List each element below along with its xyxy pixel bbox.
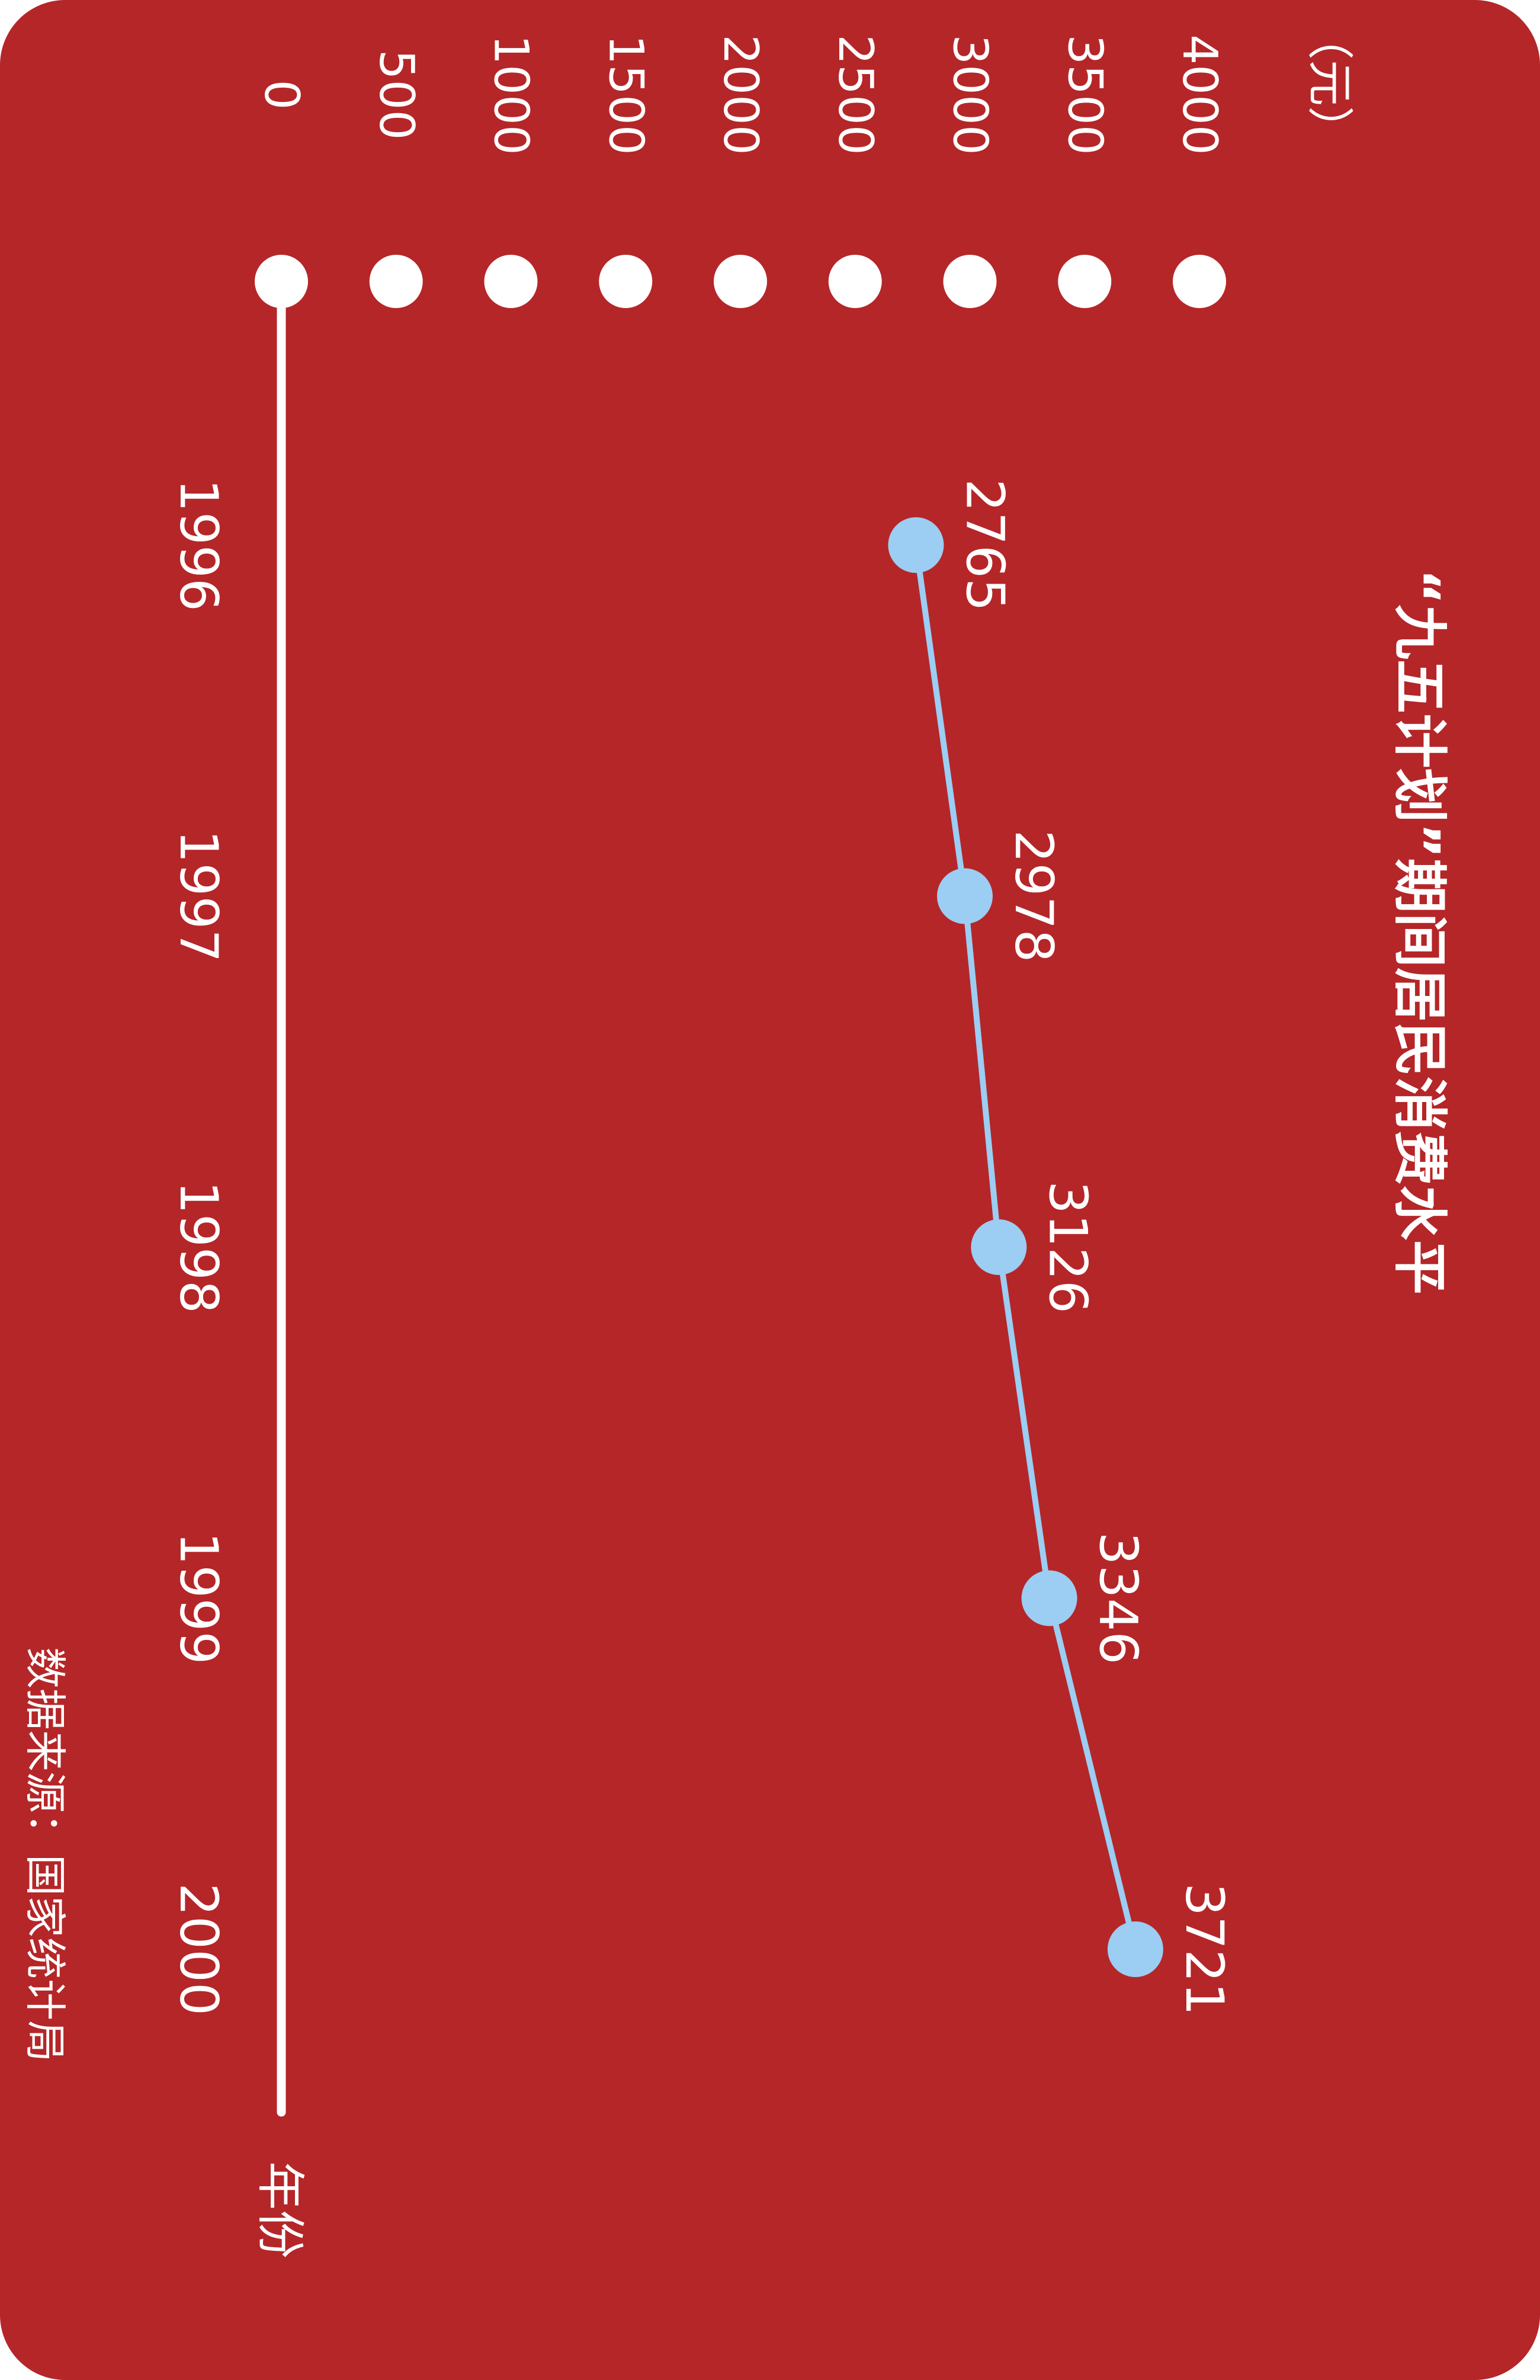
data-label: 3346	[1088, 1532, 1149, 1665]
chart-rotated-group: “九五计划”期间居民消费水平 0 500 1000 1500 2000 2500 3000 3…	[21, 14, 1451, 2259]
y-tick-dot	[484, 255, 538, 308]
y-tick-dot	[943, 255, 997, 308]
data-label: 2765	[954, 479, 1015, 611]
y-tick-dot	[599, 255, 653, 308]
y-tick-label: 0	[254, 80, 309, 110]
y-tick-label: 2000	[713, 34, 768, 155]
x-tick-label: 1996	[168, 479, 229, 611]
y-tick-label: 2500	[828, 34, 883, 155]
data-point	[1107, 1921, 1163, 1977]
series-group: 2765 2978 3126 3346 3721	[888, 479, 1235, 2016]
x-tick-label: 2000	[168, 1883, 229, 2016]
y-tick-label: 3000	[943, 34, 998, 155]
y-tick-dot	[828, 255, 882, 308]
data-label: 2978	[1003, 830, 1064, 963]
data-point	[971, 1219, 1027, 1275]
chart-title: “九五计划”期间居民消费水平	[1388, 569, 1451, 1295]
x-axis-title: 年份	[252, 2161, 308, 2259]
data-label: 3126	[1037, 1181, 1098, 1314]
x-tick-label: 1999	[168, 1532, 229, 1665]
y-tick-dot	[369, 255, 423, 308]
y-tick-dot	[714, 255, 767, 308]
y-tick-label: 500	[369, 50, 424, 140]
x-tick-label: 1998	[168, 1181, 229, 1314]
y-tick-label: 1000	[484, 34, 539, 155]
x-axis-ticks: 1996 1997 1998 1999 2000	[168, 479, 229, 2016]
data-point	[936, 868, 993, 924]
y-tick-dot	[1058, 255, 1112, 308]
y-tick-dot	[1173, 255, 1226, 308]
x-tick-label: 1997	[168, 830, 229, 963]
y-axis-unit: （元）	[1302, 14, 1356, 152]
y-tick-label: 3500	[1057, 34, 1112, 155]
y-axis-ticks: 0 500 1000 1500 2000 2500 3000 3500 4000	[254, 34, 1227, 308]
y-tick-label: 4000	[1172, 34, 1227, 155]
y-tick-label: 1500	[598, 34, 653, 155]
data-point	[888, 517, 944, 573]
data-point	[1021, 1570, 1077, 1626]
data-label: 3721	[1174, 1883, 1235, 2016]
source-note: 数据来源：国家统计局	[21, 1647, 69, 2062]
